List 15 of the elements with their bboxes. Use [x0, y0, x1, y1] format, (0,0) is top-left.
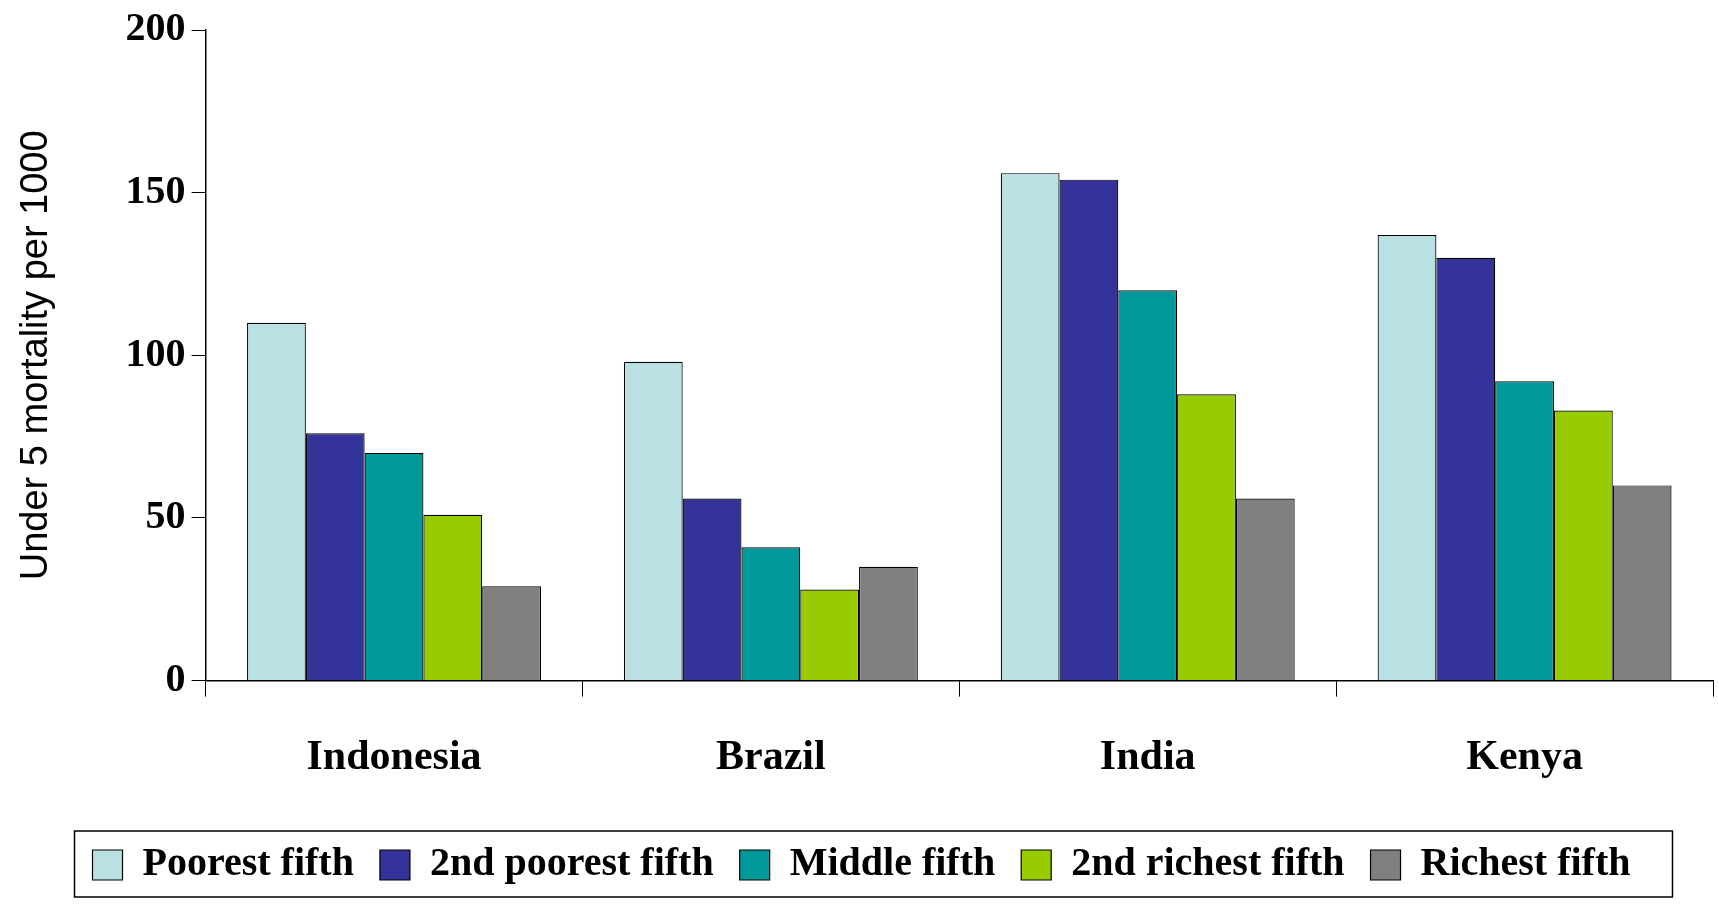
legend-label: 2nd poorest fifth: [429, 839, 714, 885]
legend-label: Middle fifth: [789, 839, 996, 885]
y-axis-title: Under 5 mortality per 1000: [13, 130, 56, 581]
x-tick-label: India: [1099, 731, 1196, 778]
x-tick-label: Indonesia: [306, 731, 482, 778]
y-tick-label: 50: [145, 492, 186, 538]
y-tick-label: 100: [125, 329, 186, 375]
legend-label: 2nd richest fifth: [1071, 839, 1345, 885]
x-tick-label: Kenya: [1466, 731, 1583, 778]
y-tick-label: 150: [125, 166, 186, 212]
legend-label: Richest fifth: [1420, 839, 1631, 885]
x-tick-label: Brazil: [716, 731, 826, 778]
legend-label: Poorest fifth: [142, 839, 354, 885]
y-tick-label: 200: [125, 4, 186, 50]
y-tick-label: 0: [165, 654, 186, 700]
